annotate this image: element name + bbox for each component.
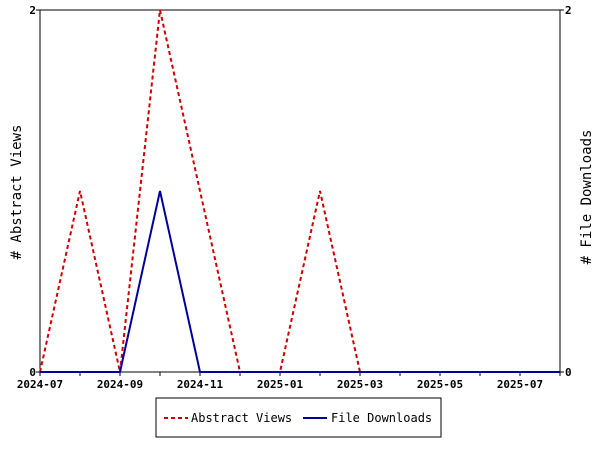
y-left-tick-label: 2 <box>29 4 36 17</box>
legend-box <box>155 397 442 438</box>
x-tick-label: 2024-07 <box>17 378 63 391</box>
y-axis-right-label: # File Downloads <box>579 130 595 265</box>
y-right-tick-label: 2 <box>565 4 572 17</box>
x-tick-label: 2025-03 <box>337 378 383 391</box>
x-tick-label: 2025-07 <box>497 378 543 391</box>
legend-label-abstract-views: Abstract Views <box>191 411 292 425</box>
y-right-tick-label: 0 <box>565 366 572 379</box>
series-line-file-downloads <box>40 190 560 373</box>
x-tick-label: 2025-05 <box>417 378 463 391</box>
x-tick-label: 2025-01 <box>257 378 304 391</box>
legend-label-file-downloads: File Downloads <box>331 411 432 425</box>
x-tick-label: 2024-11 <box>177 378 224 391</box>
legend: Abstract Views File Downloads <box>155 397 442 438</box>
y-axis-left-label: # Abstract Views <box>9 125 25 260</box>
y-left-tick-label: 0 <box>29 366 36 379</box>
x-tick-label: 2024-09 <box>97 378 143 391</box>
plot-area: 2024-07 2024-09 2024-11 2025-01 2025-03 2025-… <box>17 9 564 391</box>
